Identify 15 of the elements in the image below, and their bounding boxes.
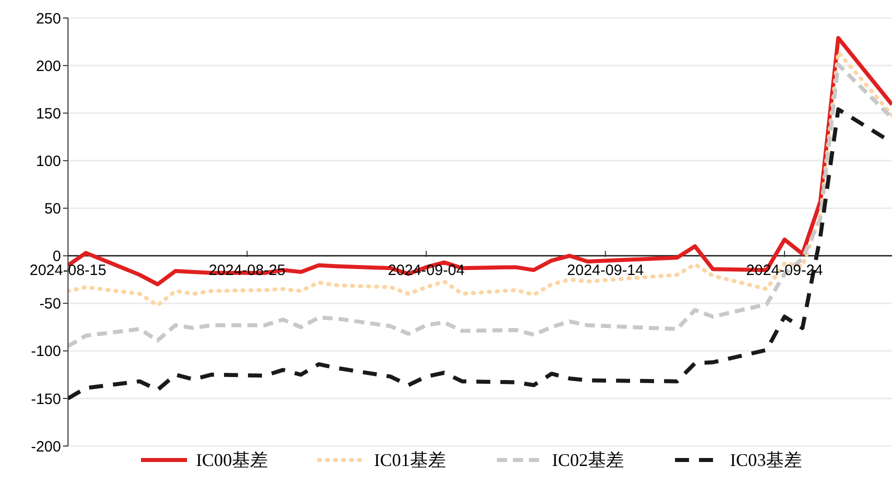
legend-label: IC00基差 bbox=[196, 449, 268, 472]
y-tick-label: 150 bbox=[36, 105, 61, 122]
y-tick-label: -100 bbox=[30, 343, 61, 360]
y-tick-label: 50 bbox=[44, 200, 61, 218]
legend-label: IC02基差 bbox=[552, 449, 624, 472]
legend-label: IC01基差 bbox=[374, 449, 446, 472]
x-tick-label: 2024-09-14 bbox=[567, 262, 644, 279]
y-tick-label: 250 bbox=[36, 10, 61, 28]
legend-label: IC03基差 bbox=[730, 449, 802, 472]
y-tick-label: 0 bbox=[52, 248, 61, 266]
y-tick-label: -50 bbox=[39, 296, 61, 313]
y-tick-label: -150 bbox=[30, 390, 61, 408]
y-tick-label: -200 bbox=[30, 438, 61, 456]
y-tick-label: 100 bbox=[36, 152, 61, 170]
y-tick-label: 200 bbox=[36, 58, 61, 75]
